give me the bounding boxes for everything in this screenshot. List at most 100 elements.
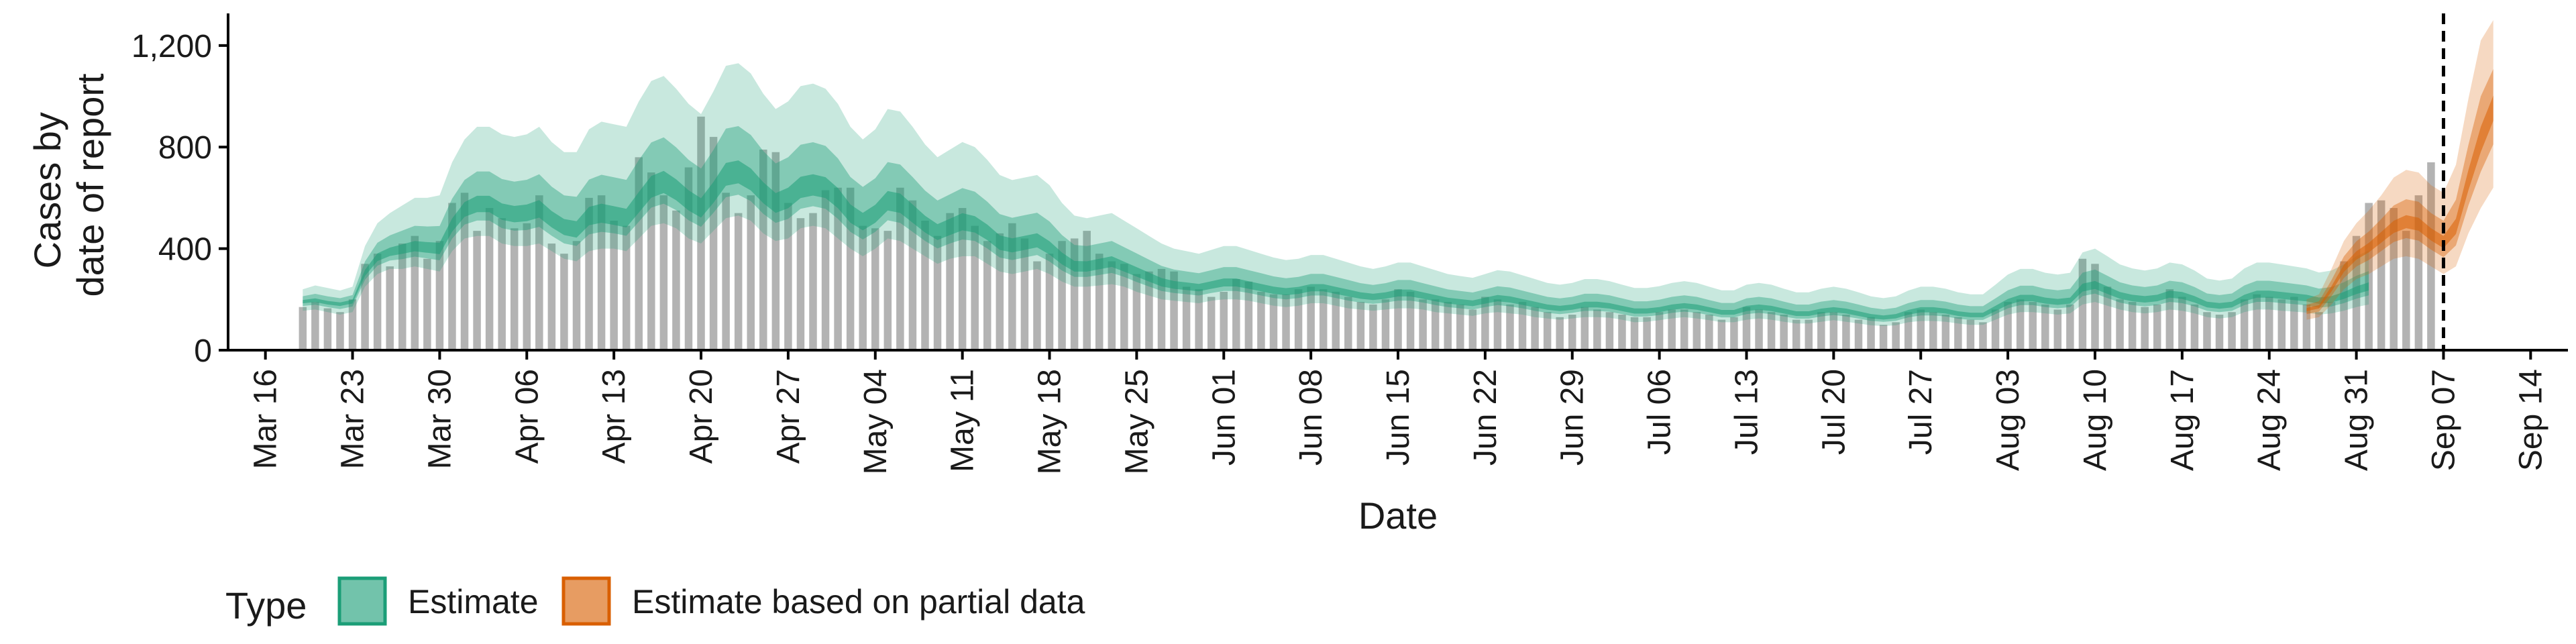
bar (1045, 254, 1054, 350)
bar (1356, 302, 1365, 350)
bar (983, 241, 991, 350)
bar (1182, 286, 1191, 350)
bars-layer (299, 116, 2435, 351)
y-axis-title-line-2: date of report (69, 73, 111, 297)
bar (796, 218, 805, 350)
bar (921, 220, 929, 350)
bar (373, 254, 382, 350)
bar (635, 157, 643, 350)
bar (2290, 297, 2298, 350)
bar (2228, 312, 2236, 350)
bar (1344, 297, 1352, 350)
bar (1892, 322, 1900, 350)
x-tick-label: Aug 10 (2078, 369, 2113, 471)
bar (2091, 264, 2099, 350)
bar (1929, 312, 1937, 350)
bar (958, 208, 967, 350)
bar (622, 225, 631, 350)
bar (1842, 315, 1850, 350)
bar (2004, 302, 2012, 350)
bar (1493, 299, 1502, 350)
bar (1120, 264, 1128, 350)
legend-label-partial-estimate: Estimate based on partial data (632, 583, 1085, 621)
bar (697, 116, 705, 350)
bar (1108, 261, 1116, 350)
bar (460, 193, 469, 350)
ribbons-layer (303, 20, 2493, 327)
y-tick-label: 800 (158, 130, 212, 166)
x-tick-label: Jul 20 (1816, 369, 1851, 455)
bar (2414, 195, 2423, 350)
x-tick-label: Aug 03 (1990, 369, 2026, 471)
bar (971, 225, 979, 350)
bar (2390, 208, 2398, 350)
series-1-band-90 (2306, 20, 2493, 320)
bar (435, 241, 444, 350)
bar (2265, 297, 2273, 350)
x-tick-label: Aug 24 (2252, 369, 2288, 471)
bar (809, 213, 817, 350)
bar (1020, 238, 1029, 350)
bar (2377, 200, 2385, 350)
bar (1244, 281, 1253, 350)
bar (1693, 312, 1701, 350)
bar (1879, 325, 1888, 350)
bar (1195, 289, 1203, 350)
x-tick-label: Aug 17 (2165, 369, 2200, 471)
bar (1033, 261, 1041, 350)
legend: Type Estimate Estimate based on partial … (225, 576, 1085, 627)
bar (784, 203, 792, 350)
bar (2103, 286, 2112, 350)
bar (1132, 274, 1141, 350)
bar (2141, 307, 2149, 350)
x-tick-label: May 18 (1032, 369, 1068, 474)
bar (361, 264, 369, 350)
bar (933, 235, 942, 350)
bar (1991, 309, 2000, 350)
bar (535, 195, 543, 350)
bar (1917, 309, 1925, 350)
bar (2315, 312, 2323, 350)
bar (1058, 241, 1066, 350)
bar (1954, 317, 1962, 350)
bar (2365, 203, 2373, 350)
series-0-band-50 (303, 126, 2369, 322)
bar (572, 241, 581, 350)
bar (1207, 297, 1216, 350)
bar (1008, 223, 1016, 350)
bar (1481, 297, 1489, 350)
bar (1070, 238, 1079, 350)
bar (597, 195, 606, 350)
series-0-band-90 (303, 63, 2369, 327)
bar (411, 235, 419, 350)
bar (585, 197, 593, 350)
x-tick-label: Apr 13 (596, 369, 632, 464)
bar (1157, 268, 1166, 350)
x-tick-label: Mar 23 (335, 369, 371, 469)
bar (1506, 304, 1514, 350)
bar (883, 231, 892, 350)
bar (2402, 231, 2410, 350)
y-tick-label: 1,200 (131, 29, 212, 64)
bar (1319, 289, 1328, 350)
bar (498, 218, 506, 350)
bar (1593, 309, 1601, 350)
bar (684, 167, 693, 350)
bar (1655, 312, 1664, 350)
bar (1904, 312, 1913, 350)
bar (1307, 286, 1315, 350)
bar (1232, 279, 1240, 350)
x-axis-title: Date (1358, 494, 1438, 537)
bar (2253, 294, 2261, 350)
bar (2340, 261, 2348, 350)
bar (423, 258, 431, 350)
bar (1220, 291, 1228, 350)
bar (1767, 312, 1776, 350)
y-axis-title: Cases by date of report (26, 73, 111, 297)
bar (1979, 322, 1987, 350)
bar (348, 299, 357, 350)
bar (659, 195, 668, 350)
x-tick-label: Apr 06 (509, 369, 545, 464)
x-tick-label: Jun 29 (1555, 369, 1591, 466)
legend-label-estimate: Estimate (408, 583, 539, 621)
